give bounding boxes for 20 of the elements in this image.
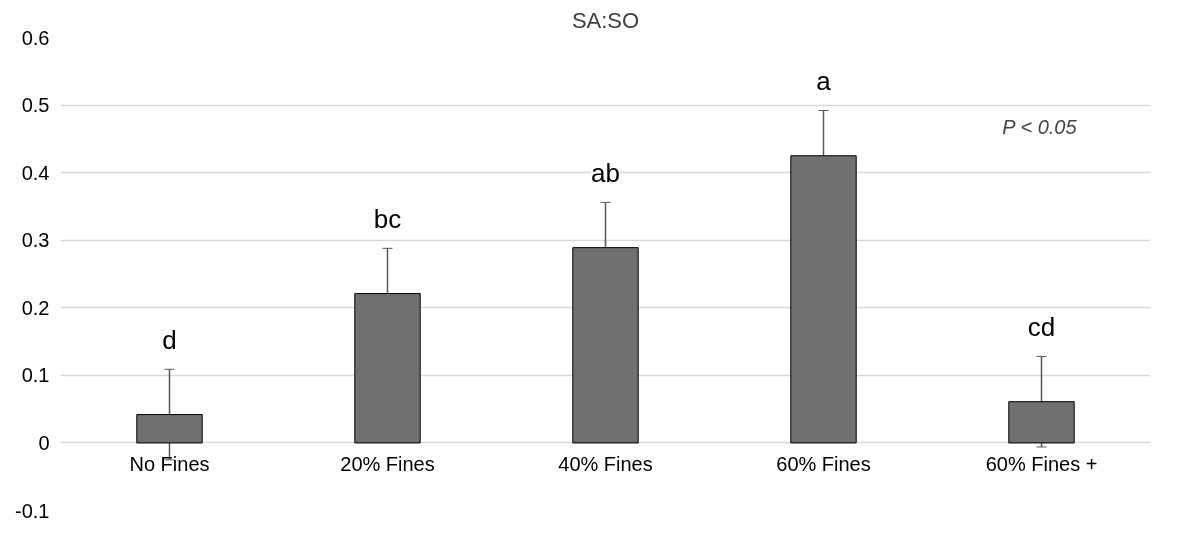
chart-title: SA:SO (571, 7, 640, 33)
y-tick-label: 0.5 (21, 94, 50, 117)
annotation: d (162, 325, 177, 356)
y-tick-label: 0.1 (21, 364, 50, 387)
y-tick-label: 0.3 (21, 229, 50, 252)
y-tick-label: -0.1 (15, 499, 50, 522)
x-tick-label: 60% Fines (776, 452, 871, 475)
x-tick-label: 60% Fines + (985, 452, 1098, 475)
annotation: a (816, 66, 832, 97)
y-tick-label: 0.4 (21, 161, 50, 184)
x-tick-label: 40% Fines (558, 452, 653, 475)
x-tick-label: No Fines (129, 452, 210, 475)
y-tick-label: 0.6 (21, 26, 50, 49)
annotation: cd (1027, 312, 1056, 343)
x-tick-label: 20% Fines (340, 452, 435, 475)
annotation: P < 0.05 (1002, 115, 1078, 138)
annotation: bc (373, 204, 402, 235)
y-tick-label: 0.2 (21, 296, 50, 319)
y-tick-label: 0 (38, 431, 50, 454)
annotation: ab (591, 158, 620, 189)
